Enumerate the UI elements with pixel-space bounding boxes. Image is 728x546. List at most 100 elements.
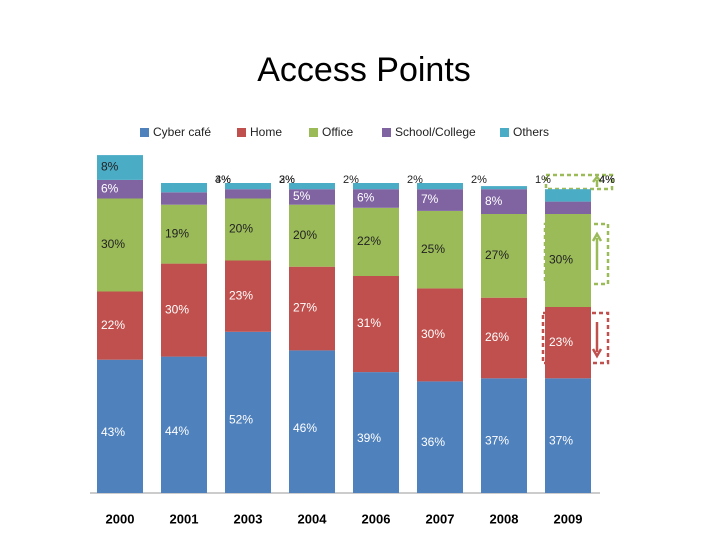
data-label: 3%	[215, 174, 231, 186]
data-label: 37%	[549, 434, 573, 448]
data-label: 26%	[485, 330, 509, 344]
x-tick-label: 2007	[426, 511, 455, 526]
data-label: 3%	[279, 174, 295, 186]
bar-segment	[225, 198, 271, 261]
bar-segment	[353, 372, 399, 493]
bar-segment	[97, 155, 143, 180]
data-label: 44%	[165, 424, 189, 438]
bar-segment	[417, 183, 463, 190]
bar-segment	[353, 276, 399, 373]
bar-segment	[545, 307, 591, 379]
legend-swatch	[140, 128, 149, 137]
data-label: 4%	[599, 174, 615, 186]
data-label: 31%	[357, 316, 381, 330]
x-tick-label: 2000	[106, 511, 135, 526]
data-label: 4%	[215, 174, 231, 186]
data-label: 30%	[101, 237, 125, 251]
legend-label: Others	[513, 125, 549, 139]
bar-segment	[353, 189, 399, 208]
legend-swatch	[382, 128, 391, 137]
legend-label: School/College	[395, 125, 476, 139]
data-label: 23%	[549, 335, 573, 349]
bar-segment	[353, 207, 399, 276]
data-label: 39%	[357, 431, 381, 445]
bar-segment	[417, 210, 463, 289]
data-label: 20%	[229, 222, 253, 236]
data-label: 22%	[101, 318, 125, 332]
bar-segment	[417, 189, 463, 211]
bar-segment	[289, 183, 335, 190]
bar-segment	[97, 291, 143, 360]
data-label: 22%	[357, 234, 381, 248]
data-label: 1%	[535, 174, 551, 186]
data-label: 52%	[229, 413, 253, 427]
bar-segment	[289, 204, 335, 267]
x-tick-label: 2003	[234, 511, 263, 526]
arrows	[591, 174, 603, 359]
bar-segment	[225, 331, 271, 493]
bar-segment	[161, 204, 207, 264]
data-label: 8%	[101, 160, 119, 174]
bar-segment	[161, 192, 207, 205]
data-label: 5%	[293, 189, 311, 203]
data-label: 43%	[101, 425, 125, 439]
arrow-head	[591, 348, 603, 359]
legend-label: Cyber café	[153, 125, 211, 139]
data-label: 30%	[165, 302, 189, 316]
data-label: 2%	[407, 174, 423, 186]
bar-segment	[289, 189, 335, 205]
data-label: 4%	[599, 174, 615, 186]
data-label: 37%	[485, 434, 509, 448]
bar-segment	[417, 381, 463, 493]
x-tick-label: 2001	[170, 511, 199, 526]
bar-segment	[97, 198, 143, 292]
bar-segment	[225, 260, 271, 332]
legend-swatch	[500, 128, 509, 137]
data-label: 2%	[279, 174, 295, 186]
legend-label: Office	[322, 125, 353, 139]
bar-segment	[97, 359, 143, 493]
legend-swatch	[237, 128, 246, 137]
data-label: 30%	[549, 253, 573, 267]
highlight-box	[544, 173, 614, 191]
data-label: 7%	[421, 192, 439, 206]
bar-segment	[97, 179, 143, 199]
data-label: 27%	[293, 301, 317, 315]
bar-segment	[161, 356, 207, 493]
data-label: 6%	[101, 181, 119, 195]
data-label: 27%	[485, 248, 509, 262]
legend-label: Home	[250, 125, 282, 139]
bar-segment	[481, 297, 527, 379]
bar-segment	[545, 378, 591, 493]
bar-segment	[417, 288, 463, 382]
bar-segment	[289, 266, 335, 351]
bar-segment	[225, 183, 271, 190]
legend-swatch	[309, 128, 318, 137]
bar-segment	[161, 183, 207, 193]
bar-segment	[545, 189, 591, 202]
bar-segment	[353, 183, 399, 190]
bar-segment	[481, 186, 527, 190]
data-label: 2%	[343, 174, 359, 186]
bar-segment	[161, 263, 207, 357]
bar-segment	[481, 189, 527, 214]
data-label: 8%	[485, 194, 503, 208]
bar-segment	[545, 214, 591, 307]
data-label: 2%	[471, 174, 487, 186]
x-tick-label: 2008	[490, 511, 519, 526]
x-tick-label: 2004	[298, 511, 328, 526]
data-label: 19%	[165, 226, 189, 240]
data-label: 23%	[229, 288, 253, 302]
data-label: 36%	[421, 435, 445, 449]
x-tick-label: 2006	[362, 511, 391, 526]
data-label: 20%	[293, 228, 317, 242]
bar-segment	[289, 350, 335, 493]
data-label: 46%	[293, 421, 317, 435]
data-label: 6%	[357, 191, 375, 205]
bar-segment	[545, 201, 591, 214]
data-label: 30%	[421, 327, 445, 341]
x-tick-label: 2009	[554, 511, 583, 526]
chart-title: Access Points	[257, 51, 471, 89]
bar-segment	[481, 378, 527, 493]
